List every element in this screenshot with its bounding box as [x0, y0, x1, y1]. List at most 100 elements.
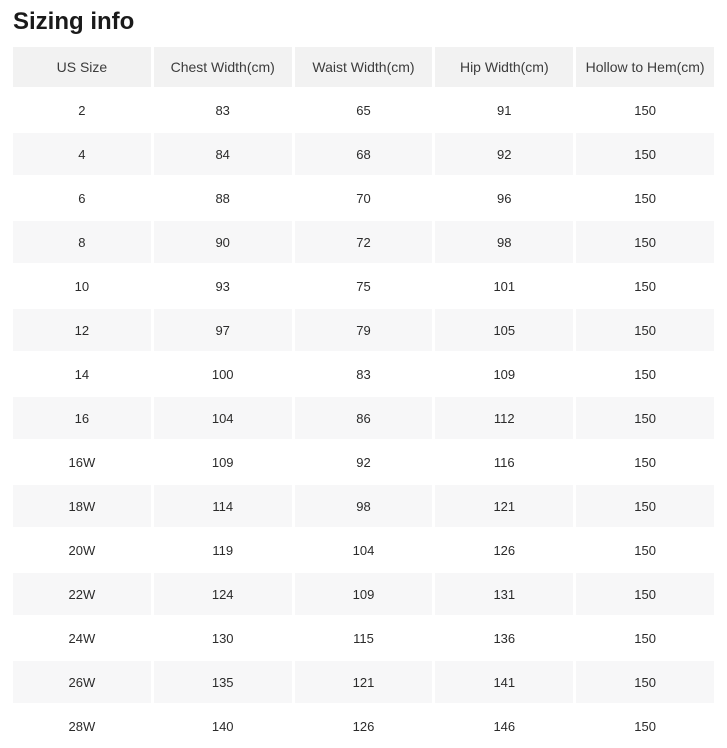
table-cell: 2 — [13, 89, 151, 132]
table-cell: 91 — [435, 89, 574, 132]
table-body: 2 83 65 91 150 4 84 68 92 150 6 88 70 96 150 8 90 72 98 150… — [13, 89, 714, 748]
table-row: 12 97 79 105 150 — [13, 309, 714, 352]
table-cell: 26W — [13, 661, 151, 704]
table-cell: 10 — [13, 265, 151, 308]
table-cell: 130 — [153, 617, 292, 660]
table-cell: 150 — [576, 529, 714, 572]
table-cell: 20W — [13, 529, 151, 572]
table-cell: 92 — [435, 133, 574, 176]
table-cell: 22W — [13, 573, 151, 616]
table-cell: 150 — [576, 485, 714, 528]
table-cell: 126 — [294, 705, 433, 748]
header-cell: US Size — [13, 47, 151, 88]
table-cell: 83 — [294, 353, 433, 396]
table-cell: 150 — [576, 177, 714, 220]
table-cell: 150 — [576, 573, 714, 616]
table-cell: 141 — [435, 661, 574, 704]
table-cell: 79 — [294, 309, 433, 352]
table-row: 8 90 72 98 150 — [13, 221, 714, 264]
table-cell: 150 — [576, 133, 714, 176]
table-cell: 88 — [153, 177, 292, 220]
table-cell: 8 — [13, 221, 151, 264]
table-cell: 100 — [153, 353, 292, 396]
table-row: 18W 114 98 121 150 — [13, 485, 714, 528]
table-cell: 104 — [294, 529, 433, 572]
header-cell: Hollow to Hem(cm) — [576, 47, 714, 88]
table-cell: 96 — [435, 177, 574, 220]
table-cell: 24W — [13, 617, 151, 660]
table-cell: 150 — [576, 221, 714, 264]
table-cell: 65 — [294, 89, 433, 132]
table-row: 16W 109 92 116 150 — [13, 441, 714, 484]
table-row: 10 93 75 101 150 — [13, 265, 714, 308]
table-cell: 105 — [435, 309, 574, 352]
table-row: 2 83 65 91 150 — [13, 89, 714, 132]
table-cell: 72 — [294, 221, 433, 264]
table-cell: 124 — [153, 573, 292, 616]
table-row: 22W 124 109 131 150 — [13, 573, 714, 616]
table-row: 6 88 70 96 150 — [13, 177, 714, 220]
table-cell: 12 — [13, 309, 151, 352]
table-cell: 150 — [576, 397, 714, 440]
table-cell: 84 — [153, 133, 292, 176]
table-cell: 135 — [153, 661, 292, 704]
table-cell: 150 — [576, 309, 714, 352]
header-row: US Size Chest Width(cm) Waist Width(cm) Hip… — [13, 47, 714, 88]
table-cell: 150 — [576, 705, 714, 748]
table-header: US Size Chest Width(cm) Waist Width(cm) Hip… — [13, 47, 714, 88]
table-cell: 119 — [153, 529, 292, 572]
table-cell: 101 — [435, 265, 574, 308]
header-cell: Waist Width(cm) — [294, 47, 433, 88]
table-cell: 150 — [576, 617, 714, 660]
table-cell: 86 — [294, 397, 433, 440]
table-cell: 150 — [576, 661, 714, 704]
header-cell: Chest Width(cm) — [153, 47, 292, 88]
table-cell: 109 — [435, 353, 574, 396]
table-cell: 98 — [294, 485, 433, 528]
table-cell: 150 — [576, 353, 714, 396]
table-cell: 75 — [294, 265, 433, 308]
table-row: 16 104 86 112 150 — [13, 397, 714, 440]
table-cell: 4 — [13, 133, 151, 176]
table-row: 4 84 68 92 150 — [13, 133, 714, 176]
table-cell: 112 — [435, 397, 574, 440]
table-cell: 114 — [153, 485, 292, 528]
table-cell: 98 — [435, 221, 574, 264]
table-row: 14 100 83 109 150 — [13, 353, 714, 396]
table-cell: 150 — [576, 441, 714, 484]
table-cell: 93 — [153, 265, 292, 308]
table-cell: 136 — [435, 617, 574, 660]
table-cell: 121 — [435, 485, 574, 528]
table-cell: 97 — [153, 309, 292, 352]
table-cell: 116 — [435, 441, 574, 484]
table-cell: 16W — [13, 441, 151, 484]
table-cell: 109 — [294, 573, 433, 616]
table-cell: 146 — [435, 705, 574, 748]
table-row: 24W 130 115 136 150 — [13, 617, 714, 660]
table-cell: 68 — [294, 133, 433, 176]
table-cell: 131 — [435, 573, 574, 616]
table-cell: 16 — [13, 397, 151, 440]
table-cell: 90 — [153, 221, 292, 264]
table-cell: 6 — [13, 177, 151, 220]
table-cell: 83 — [153, 89, 292, 132]
sizing-table: US Size Chest Width(cm) Waist Width(cm) Hip… — [10, 45, 717, 748]
header-cell: Hip Width(cm) — [435, 47, 574, 88]
table-cell: 150 — [576, 265, 714, 308]
table-cell: 140 — [153, 705, 292, 748]
table-row: 28W 140 126 146 150 — [13, 705, 714, 748]
table-cell: 14 — [13, 353, 151, 396]
table-cell: 104 — [153, 397, 292, 440]
table-cell: 92 — [294, 441, 433, 484]
table-cell: 109 — [153, 441, 292, 484]
page-title: Sizing info — [13, 8, 135, 35]
table-cell: 28W — [13, 705, 151, 748]
table-cell: 150 — [576, 89, 714, 132]
table-row: 20W 119 104 126 150 — [13, 529, 714, 572]
table-cell: 70 — [294, 177, 433, 220]
table-cell: 115 — [294, 617, 433, 660]
table-cell: 126 — [435, 529, 574, 572]
table-cell: 121 — [294, 661, 433, 704]
table-row: 26W 135 121 141 150 — [13, 661, 714, 704]
